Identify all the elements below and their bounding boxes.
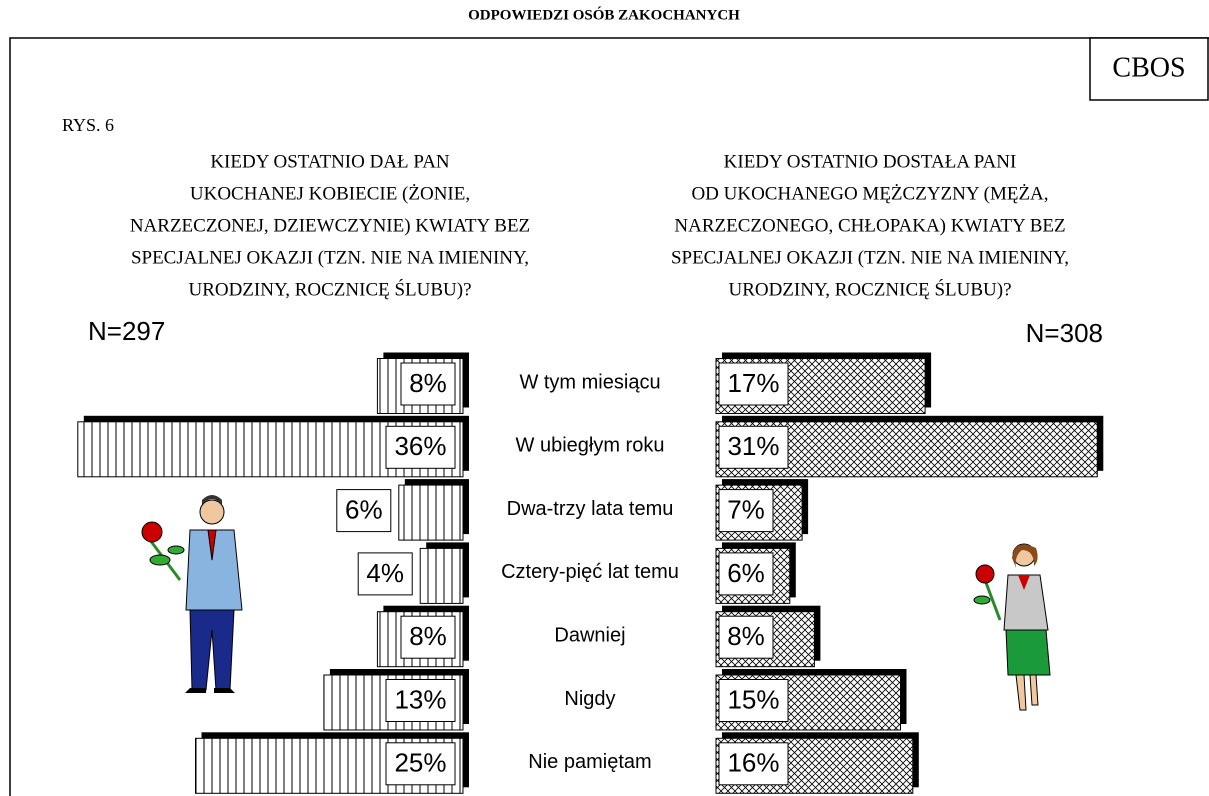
- frame: [9, 37, 1209, 796]
- question-line: URODZINY, ROCZNICĘ ŚLUBU)?: [188, 278, 471, 300]
- question-line: NARZECZONEJ, DZIEWCZYNIE) KWIATY BEZ: [130, 215, 530, 236]
- question-line: KIEDY OSTATNIO DAŁ PAN: [210, 151, 450, 172]
- value-label-box: [385, 742, 456, 786]
- value-label-box: [400, 362, 456, 406]
- value-label: 8%: [727, 621, 765, 651]
- category-label: Nie pamiętam: [528, 751, 651, 773]
- value-label-box: [718, 742, 789, 786]
- value-label: 15%: [727, 684, 779, 714]
- question-line: OD UKOCHANEGO MĘŻCZYZNY (MĘŻA,: [691, 183, 1048, 204]
- series-label: N=308: [1026, 318, 1103, 348]
- value-label: 6%: [727, 558, 765, 588]
- category-label: W ubiegłym roku: [516, 435, 665, 457]
- category-label: Cztery-pięć lat temu: [501, 561, 679, 583]
- value-label-box: [385, 425, 456, 469]
- value-label-box: [336, 489, 392, 533]
- value-label: 7%: [727, 494, 765, 524]
- category-label: W tym miesiącu: [519, 371, 660, 393]
- value-label: 13%: [394, 684, 446, 714]
- figure-label: RYS. 6: [62, 115, 114, 135]
- question-line: SPECJALNEJ OKAZJI (TZN. NIE NA IMIENINY,: [671, 247, 1069, 268]
- chart-title: ODPOWIEDZI OSÓB ZAKOCHANYCH: [468, 6, 740, 23]
- value-label-box: [718, 425, 789, 469]
- value-label: 31%: [727, 431, 779, 461]
- series-label: N=297: [88, 316, 165, 346]
- value-label-box: [718, 489, 774, 533]
- value-label: 4%: [366, 558, 404, 588]
- value-label: 36%: [394, 431, 446, 461]
- question-line: SPECJALNEJ OKAZJI (TZN. NIE NA IMIENINY,: [131, 247, 529, 268]
- value-label-box: [718, 362, 789, 406]
- question-line: NARZECZONEGO, CHŁOPAKA) KWIATY BEZ: [674, 215, 1065, 236]
- value-label: 25%: [394, 748, 446, 778]
- category-label: Dawniej: [554, 624, 625, 646]
- bar: [398, 484, 464, 541]
- woman-illustration: [973, 543, 1051, 711]
- question-line: URODZINY, ROCZNICĘ ŚLUBU)?: [728, 278, 1011, 300]
- value-label-box: [718, 679, 789, 722]
- value-label: 6%: [345, 494, 383, 524]
- value-label-box: [718, 552, 774, 596]
- value-label-box: [385, 679, 456, 722]
- question-line: KIEDY OSTATNIO DOSTAŁA PANI: [724, 151, 1017, 172]
- source-box: [1089, 37, 1209, 101]
- value-label: 16%: [727, 748, 779, 778]
- value-label: 8%: [409, 368, 447, 398]
- source: CBOS: [1112, 52, 1185, 83]
- value-label: 17%: [727, 368, 779, 398]
- man-illustration: [141, 495, 243, 693]
- question-line: UKOCHANEJ KOBIECIE (ŻONIE,: [190, 183, 470, 204]
- value-label: 8%: [409, 621, 447, 651]
- bar: [419, 547, 464, 604]
- category-label: Dwa-trzy lata temu: [507, 498, 674, 520]
- value-label-box: [400, 615, 456, 659]
- value-label-box: [718, 615, 774, 659]
- category-label: Nigdy: [564, 688, 615, 710]
- value-label-box: [357, 552, 413, 596]
